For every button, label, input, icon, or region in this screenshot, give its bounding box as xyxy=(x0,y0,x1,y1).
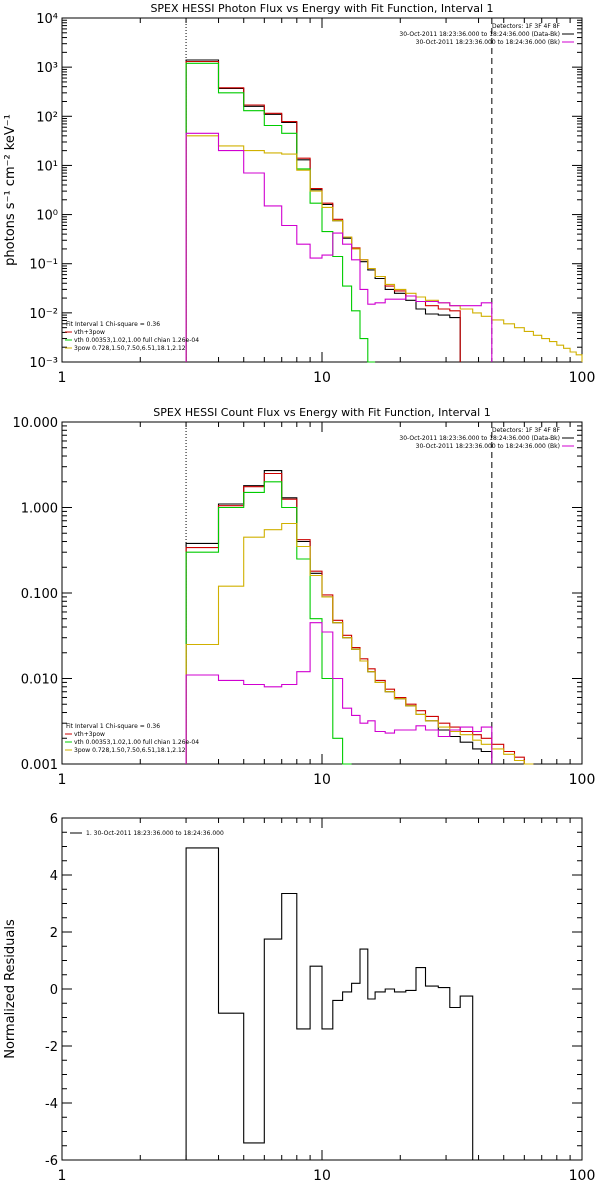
x-tick-label: 10 xyxy=(313,772,331,788)
y-tick-label: 0.100 xyxy=(21,587,58,602)
y-tick-label: 4 xyxy=(50,869,58,884)
legend-text: Fit Interval 1 Chi-square = 0.36 xyxy=(66,321,160,328)
legend-text: 30-Oct-2011 18:23:36.000 to 18:24:36.000… xyxy=(399,435,560,442)
y-tick-label: 6 xyxy=(50,812,58,827)
y-tick-label: 0.001 xyxy=(21,758,58,773)
legend-text: vth 0.00353,1.02,1.00 full chian 1.26e-0… xyxy=(74,739,199,746)
legend-text: 30-Oct-2011 18:23:36.000 to 18:24:36.000… xyxy=(399,31,560,38)
y-tick-label: 10⁻¹ xyxy=(29,258,58,273)
series-line xyxy=(185,522,534,765)
chart-title: SPEX HESSI Count Flux vs Energy with Fit… xyxy=(153,406,490,419)
x-tick-label: 10 xyxy=(313,1168,331,1184)
y-axis-label: Normalized Residuals xyxy=(3,919,18,1059)
photon-flux-panel: SPEX HESSI Photon Flux vs Energy with Fi… xyxy=(3,2,595,386)
series-line xyxy=(185,472,534,765)
y-tick-label: 10⁰ xyxy=(36,209,58,224)
y-tick-label: 10⁻³ xyxy=(29,356,58,371)
legend-text: Detectors: 1F 3F 4F 8F xyxy=(492,23,561,30)
series-line xyxy=(185,62,376,363)
x-tick-label: 1 xyxy=(58,370,67,386)
y-axis-label: photons s⁻¹ cm⁻² keV⁻¹ xyxy=(3,114,18,266)
series-line xyxy=(185,60,461,362)
series-line xyxy=(185,622,493,764)
legend-text: vth+3pow xyxy=(74,329,105,336)
series-line xyxy=(185,847,474,1160)
legend-text: 3pow 0.728,1.50,7.50,6.51,18.1,2.12 xyxy=(74,345,186,352)
legend-text: vth 0.00353,1.02,1.00 full chian 1.26e-0… xyxy=(74,337,199,344)
series-line xyxy=(185,135,583,362)
x-tick-label: 10 xyxy=(313,370,331,386)
legend-text: Fit Interval 1 Chi-square = 0.36 xyxy=(66,723,160,730)
legend-text: 30-Oct-2011 18:23:36.000 to 18:24:36.000… xyxy=(416,443,560,450)
y-tick-label: 0 xyxy=(50,983,58,998)
y-tick-label: 10⁴ xyxy=(36,12,58,27)
legend-text: 1. 30-Oct-2011 18:23:36.000 to 18:24:36.… xyxy=(86,830,224,837)
count-flux-panel: SPEX HESSI Count Flux vs Energy with Fit… xyxy=(13,406,596,788)
x-tick-label: 1 xyxy=(58,1168,67,1184)
x-tick-label: 100 xyxy=(569,1168,596,1184)
legend-text: 3pow 0.728,1.50,7.50,6.51,18.1,2.12 xyxy=(74,747,186,754)
y-tick-label: 1.000 xyxy=(21,502,58,517)
y-tick-label: -6 xyxy=(45,1154,58,1169)
series-line xyxy=(185,470,493,764)
y-tick-label: 10¹ xyxy=(36,159,58,174)
series-line xyxy=(185,59,461,362)
y-tick-label: -2 xyxy=(45,1040,58,1055)
y-tick-label: 10.000 xyxy=(13,416,59,431)
series-line xyxy=(185,132,493,362)
y-tick-label: 10⁻² xyxy=(29,307,58,322)
legend-text: Detectors: 1F 3F 4F 8F xyxy=(492,427,561,434)
y-tick-label: -4 xyxy=(45,1097,58,1112)
chart-title: SPEX HESSI Photon Flux vs Energy with Fi… xyxy=(150,2,493,15)
x-tick-label: 100 xyxy=(569,370,596,386)
x-tick-label: 1 xyxy=(58,772,67,788)
y-tick-label: 10² xyxy=(36,110,58,125)
y-tick-label: 2 xyxy=(50,926,58,941)
x-tick-label: 100 xyxy=(569,772,596,788)
y-tick-label: 10³ xyxy=(36,61,58,76)
y-tick-label: 0.010 xyxy=(21,673,58,688)
legend-text: 30-Oct-2011 18:23:36.000 to 18:24:36.000… xyxy=(416,39,560,46)
series-line xyxy=(185,481,352,765)
residuals-panel: 1 10 100 -6 -4 -2 0 2 4 6 Normalized Residuals 1. 3… xyxy=(3,812,595,1184)
legend-text: vth+3pow xyxy=(74,731,105,738)
